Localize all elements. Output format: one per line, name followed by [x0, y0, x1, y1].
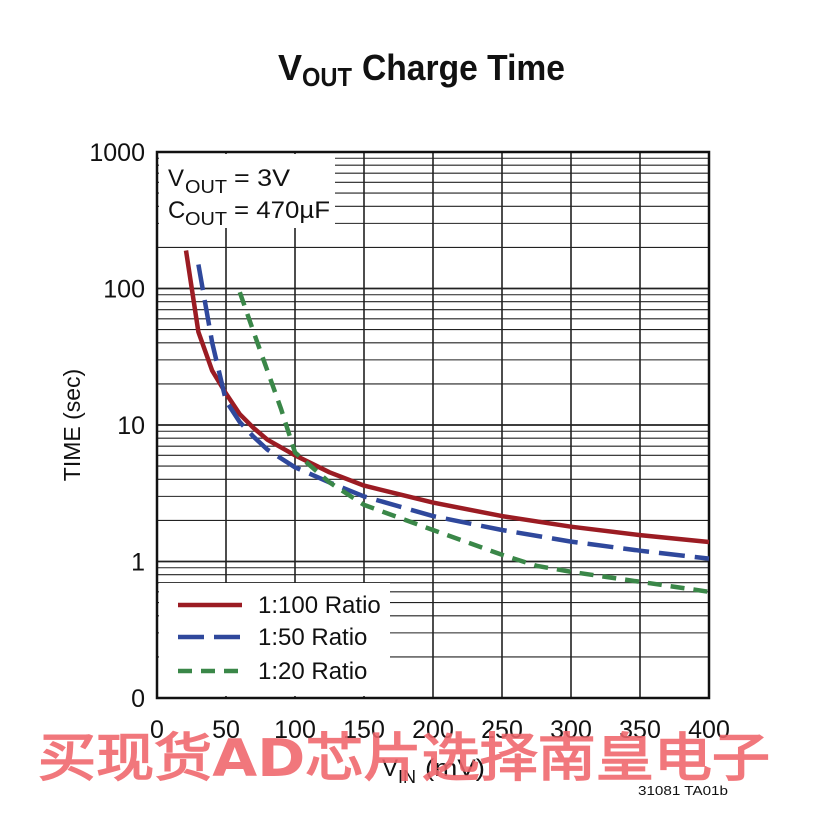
series-line-2: [196, 264, 710, 561]
annotation-vout: V OUT = 3V: [168, 165, 290, 197]
y-axis-label: TIME (sec): [59, 369, 85, 481]
annotation-box: [159, 154, 335, 228]
title-subscript: OUT: [302, 62, 352, 92]
y-tick-labels: 0 1 10 100 1000: [89, 139, 145, 713]
legend-item: 1:100 Ratio: [178, 592, 381, 619]
chart-title: V OUT Charge Time: [278, 47, 565, 92]
annotation-vout-main: V: [168, 165, 184, 192]
x-tick-label: 350: [619, 716, 661, 744]
annotation-cout-value: = 470µF: [234, 197, 330, 224]
x-tick-label: 200: [412, 716, 454, 744]
legend: 1:100 Ratio 1:50 Ratio 1:20 Ratio: [178, 592, 381, 685]
legend-label: 1:100 Ratio: [258, 592, 381, 619]
legend-item: 1:20 Ratio: [178, 658, 367, 685]
x-axis-label-unit: (mV): [425, 755, 485, 782]
y-tick-label: 1000: [89, 139, 145, 167]
y-tick-label: 0: [131, 685, 145, 713]
legend-box: [159, 583, 390, 696]
x-tick-labels: 0 50 100 150 200 250 300 350 400: [150, 716, 730, 744]
legend-label: 1:50 Ratio: [258, 624, 367, 651]
x-tick-label: 400: [688, 716, 730, 744]
plot-frame: [155, 150, 711, 700]
annotation-vout-subscript: OUT: [185, 177, 227, 197]
series-line-3: [237, 291, 710, 595]
series-lines: [183, 250, 710, 595]
x-tick-label: 50: [212, 716, 240, 744]
x-tick-label: 100: [274, 716, 316, 744]
x-axis-label-main: V: [382, 755, 398, 782]
annotation-cout: C OUT = 470µF: [168, 197, 330, 229]
figure-note: 31081 TA01b: [638, 783, 728, 798]
annotation-cout-subscript: OUT: [185, 209, 227, 229]
y-tick-label: 10: [117, 412, 145, 440]
x-tick-label: 150: [343, 716, 385, 744]
title-main: V: [278, 47, 302, 88]
x-tick-label: 300: [550, 716, 592, 744]
annotation-vout-value: = 3V: [234, 165, 290, 192]
x-axis-label: V IN (mV): [382, 755, 485, 787]
y-tick-label: 1: [131, 549, 145, 577]
annotation-cout-main: C: [168, 197, 185, 224]
x-tick-label: 250: [481, 716, 523, 744]
y-tick-label: 100: [103, 276, 145, 304]
legend-label: 1:20 Ratio: [258, 658, 367, 685]
x-tick-label: 0: [150, 716, 164, 744]
watermark-text: 买现货AD芯片选择南皇电子: [38, 729, 770, 789]
title-rest: Charge Time: [362, 47, 565, 88]
x-axis-label-subscript: IN: [398, 767, 416, 787]
legend-item: 1:50 Ratio: [178, 624, 367, 651]
